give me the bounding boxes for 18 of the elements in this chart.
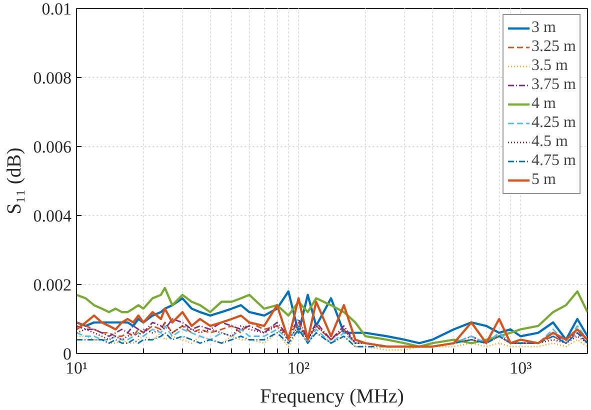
legend-label: 4 m bbox=[532, 95, 556, 113]
legend-label: 4.25 m bbox=[532, 114, 576, 132]
legend-label: 4.5 m bbox=[532, 133, 568, 151]
legend-label: 3.75 m bbox=[532, 76, 576, 94]
y-tick-label: 0.004 bbox=[33, 206, 72, 226]
x-tick-label: 10³ bbox=[510, 358, 532, 378]
legend-label: 3 m bbox=[532, 19, 556, 37]
legend-label: 4.75 m bbox=[532, 152, 576, 170]
legend-label: 5 m bbox=[532, 171, 556, 189]
x-axis-title: Frequency (MHz) bbox=[260, 386, 404, 408]
x-tick-label: 10² bbox=[288, 358, 310, 378]
y-tick-label: 0.008 bbox=[33, 68, 72, 88]
legend-label: 3.25 m bbox=[532, 38, 576, 56]
y-tick-label: 0.002 bbox=[33, 276, 72, 294]
y-tick-label: 0.01 bbox=[42, 0, 72, 18]
legend-label: 3.5 m bbox=[532, 57, 568, 75]
y-axis-title: S₁₁ (dB) bbox=[3, 148, 26, 214]
y-tick-label: 0.006 bbox=[33, 138, 72, 156]
